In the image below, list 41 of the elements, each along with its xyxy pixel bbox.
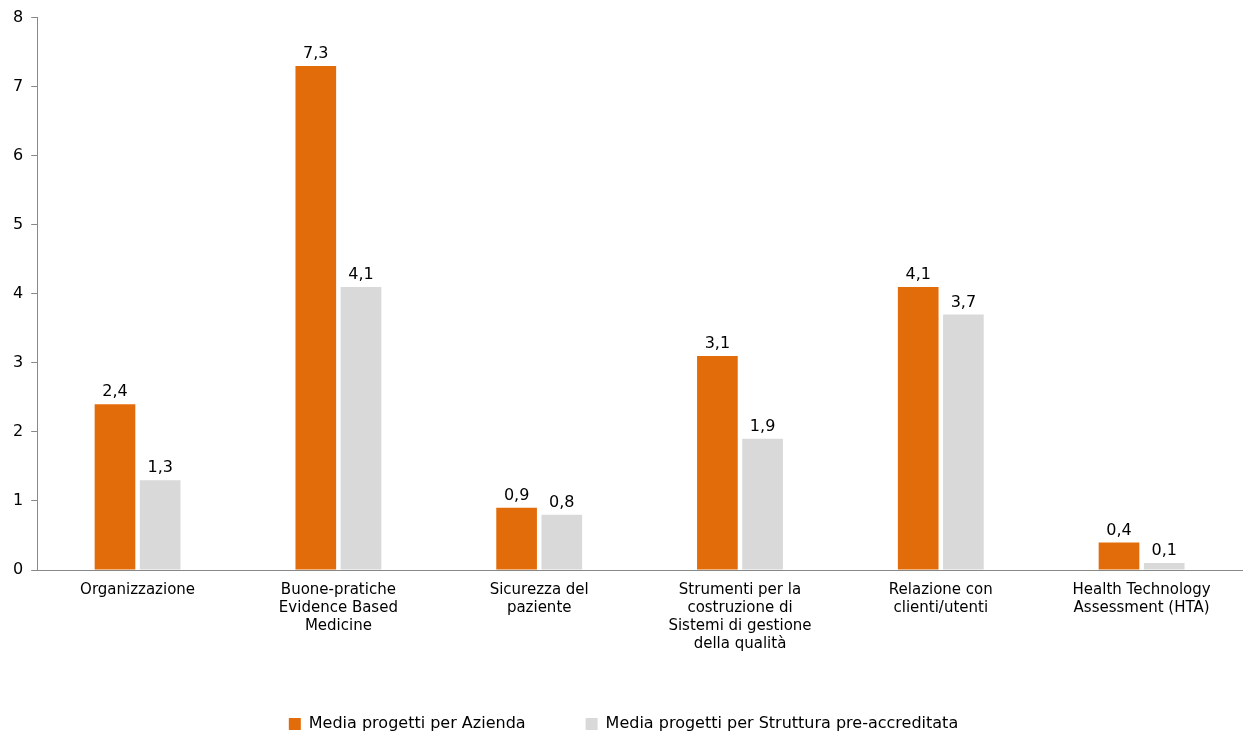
bar (943, 314, 984, 570)
y-tick-label: 0 (12, 559, 24, 579)
x-tick-label: Buone-pratiche Evidence Based Medicine (278, 579, 398, 634)
bar (897, 286, 939, 570)
bar (139, 480, 181, 570)
y-tick-label: 7 (12, 75, 24, 95)
data-label: 0,8 (549, 491, 575, 511)
bar (496, 507, 537, 570)
bar (1143, 563, 1185, 570)
x-tick-label: Organizzazione (80, 579, 196, 598)
y-tick-label: 2 (12, 421, 24, 441)
data-label: 2,4 (102, 381, 128, 401)
data-label: 7,3 (303, 43, 329, 63)
bar (340, 286, 382, 570)
bar (94, 404, 136, 570)
x-tick-label: Relazione con clienti/utenti (888, 579, 993, 616)
y-tick-label: 6 (12, 144, 24, 164)
data-label: 0,1 (1151, 540, 1177, 560)
x-tick-label: Health Technology Assessment (HTA) (1072, 579, 1211, 616)
data-label: 1,9 (749, 415, 776, 435)
y-tick-label: 5 (12, 213, 24, 233)
x-tick-label: Sicurezza del paziente (489, 579, 589, 616)
legend-label: Media progetti per Azienda (308, 713, 526, 733)
bar (697, 355, 738, 570)
bar (1098, 542, 1140, 570)
bar (742, 438, 783, 570)
data-label: 0,4 (1106, 519, 1132, 539)
bar (295, 65, 337, 570)
data-label: 3,1 (704, 333, 731, 353)
data-label: 3,7 (950, 291, 977, 311)
y-tick-label: 1 (12, 490, 24, 510)
y-tick-label: 4 (12, 282, 24, 302)
data-label: 4,1 (348, 264, 374, 284)
x-tick-label: Strumenti per la costruzione di Sistemi di gestione della qualità (668, 579, 812, 652)
data-label: 0,9 (503, 485, 530, 505)
y-tick-label: 8 (12, 6, 24, 26)
legend-label: Media progetti per Struttura pre-accreditata (605, 713, 959, 733)
y-tick-label: 3 (12, 352, 24, 372)
data-label: 4,1 (905, 264, 931, 284)
data-label: 1,3 (147, 457, 173, 477)
bar (541, 514, 583, 570)
